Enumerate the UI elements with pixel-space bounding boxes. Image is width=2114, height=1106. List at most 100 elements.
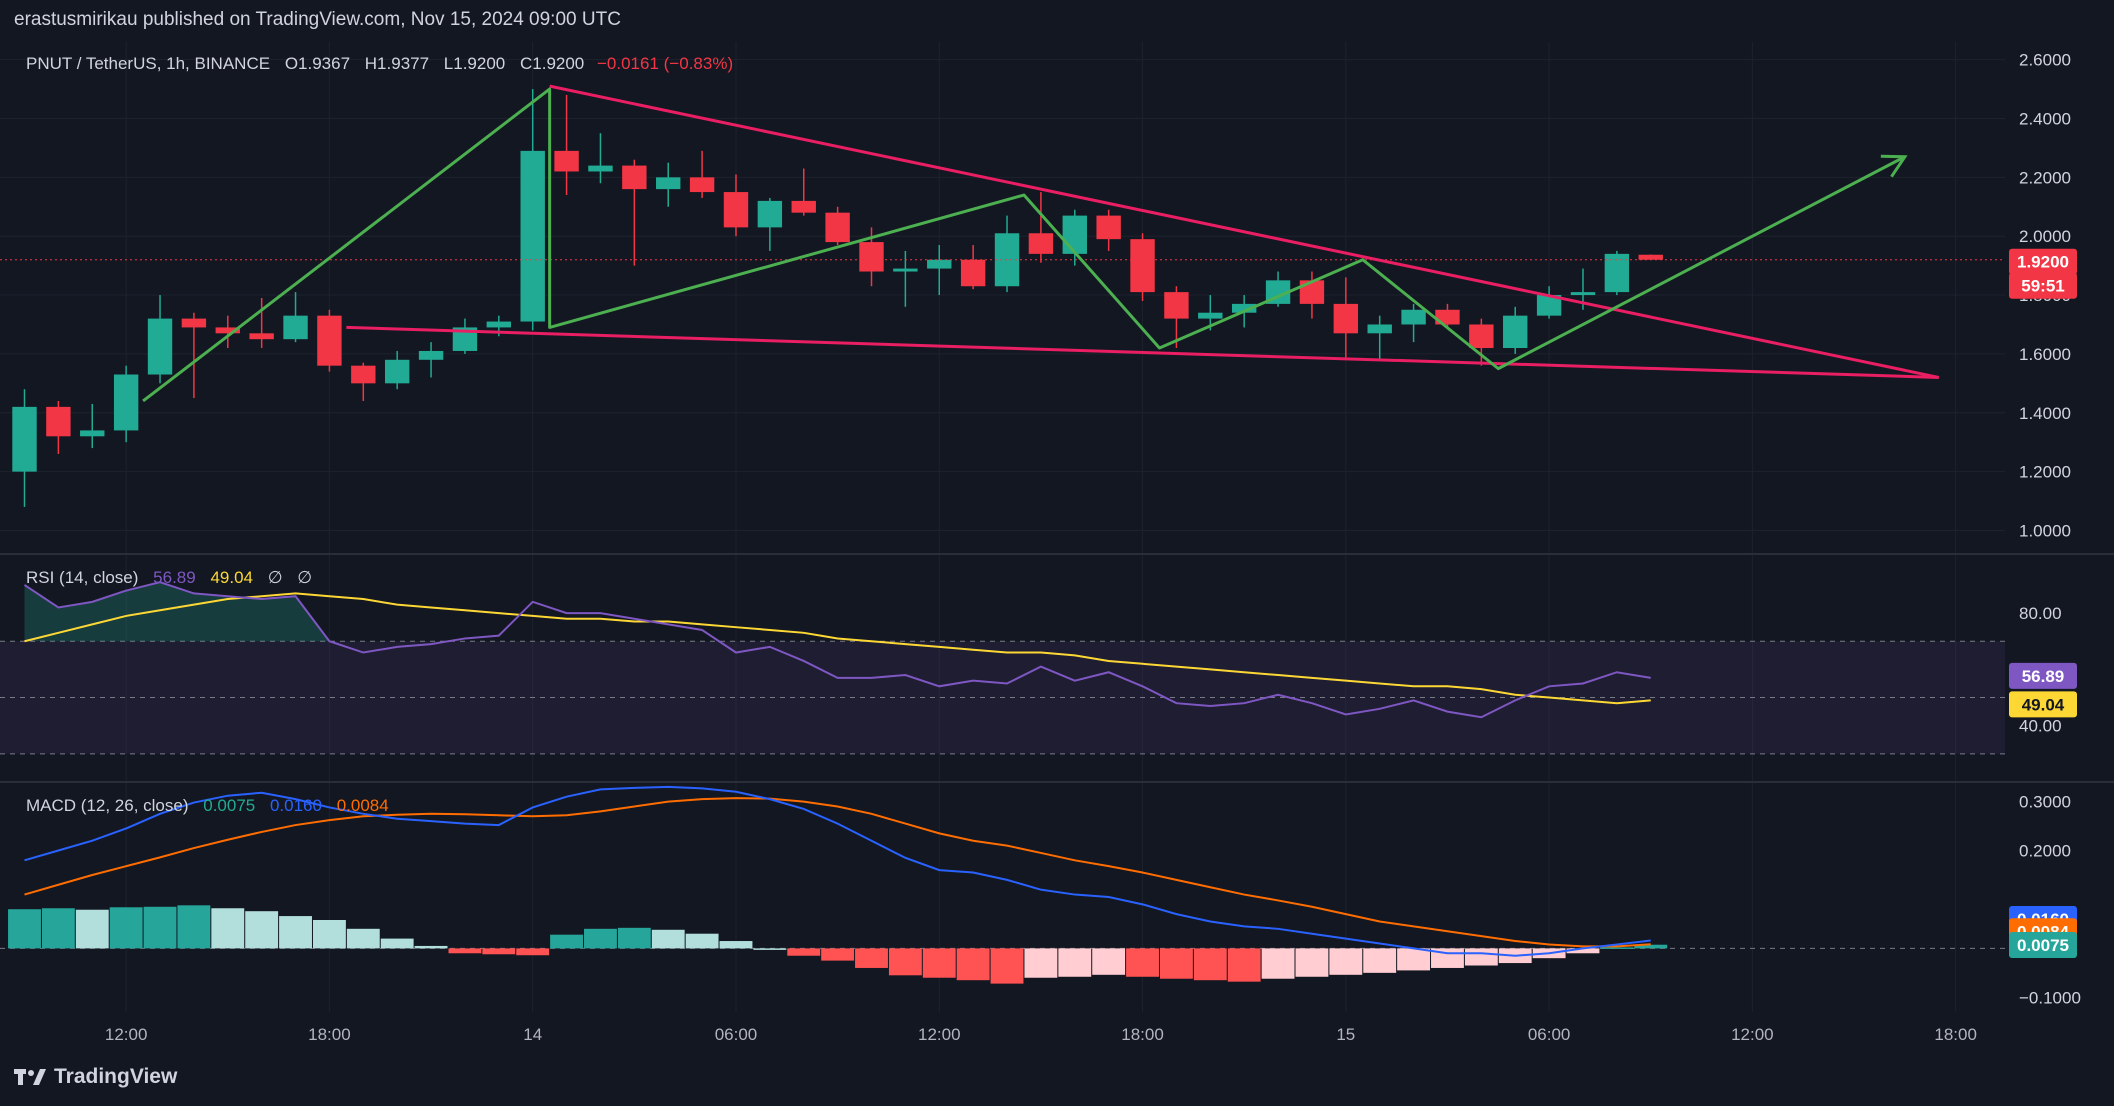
macd-histogram-bar[interactable] bbox=[143, 906, 177, 949]
price-pane[interactable] bbox=[0, 89, 2005, 507]
time-axis[interactable]: 12:00 18:00 14 06:00 12:00 18:00 15 06:00 12:00 1… bbox=[0, 1012, 2114, 1055]
macd-histogram-bar[interactable] bbox=[1329, 948, 1363, 975]
macd-histogram-bar[interactable] bbox=[1126, 948, 1159, 977]
macd-histogram-bar[interactable] bbox=[211, 908, 245, 949]
macd-axis[interactable]: 0.3000 0.2000 −0.1000 bbox=[2019, 793, 2081, 1008]
candle[interactable] bbox=[283, 292, 308, 343]
candle[interactable] bbox=[520, 89, 545, 331]
candle[interactable] bbox=[418, 342, 444, 378]
macd-histogram-bar[interactable] bbox=[8, 909, 41, 949]
macd-histogram-bar[interactable] bbox=[1566, 948, 1600, 954]
macd-histogram-bar[interactable] bbox=[888, 948, 922, 976]
candle[interactable] bbox=[1130, 233, 1155, 301]
candle[interactable] bbox=[1604, 250, 1630, 296]
macd-histogram-bar[interactable] bbox=[1058, 948, 1092, 977]
rsi-pane[interactable] bbox=[23, 581, 1651, 719]
candle[interactable] bbox=[1638, 254, 1663, 260]
candle[interactable] bbox=[249, 298, 274, 349]
macd-histogram-bar[interactable] bbox=[312, 920, 346, 949]
macd-histogram-bar[interactable] bbox=[1159, 948, 1193, 979]
candle[interactable] bbox=[1367, 315, 1392, 360]
candle[interactable] bbox=[1401, 303, 1426, 343]
candle[interactable] bbox=[825, 206, 850, 246]
tradingview-brand[interactable]: TradingView bbox=[14, 1065, 177, 1089]
candle[interactable] bbox=[791, 168, 816, 216]
macd-histogram-bar[interactable] bbox=[753, 948, 787, 950]
chart-area[interactable]: 2.60002.40002.20002.00001.80001.60001.40… bbox=[0, 42, 2114, 1055]
macd-histogram-bar[interactable] bbox=[855, 948, 888, 968]
macd-histogram-bar[interactable] bbox=[109, 907, 143, 949]
macd-histogram-bar[interactable] bbox=[75, 909, 109, 949]
macd-histogram-bar[interactable] bbox=[1464, 948, 1498, 966]
macd-histogram-bar[interactable] bbox=[787, 948, 821, 956]
macd-histogram-bar[interactable] bbox=[516, 948, 550, 956]
macd-histogram-bar[interactable] bbox=[1227, 948, 1261, 982]
macd-histogram-bar[interactable] bbox=[279, 916, 312, 949]
macd-histogram-bar[interactable] bbox=[1295, 948, 1329, 977]
candle[interactable] bbox=[384, 350, 410, 390]
candle[interactable] bbox=[588, 133, 613, 184]
macd-histogram-bar[interactable] bbox=[617, 927, 651, 949]
candle[interactable] bbox=[1164, 286, 1189, 349]
macd-histogram-bar[interactable] bbox=[245, 911, 279, 949]
candle[interactable] bbox=[723, 174, 749, 237]
pattern-zigzag-line[interactable] bbox=[142, 87, 1906, 403]
candle[interactable] bbox=[147, 295, 173, 384]
signal-line[interactable] bbox=[24, 797, 1651, 948]
macd-histogram-bar[interactable] bbox=[482, 948, 516, 955]
candle[interactable] bbox=[181, 312, 207, 399]
rsi-line[interactable] bbox=[23, 581, 1651, 719]
lower-trendline[interactable] bbox=[346, 325, 1939, 379]
macd-histogram-bar[interactable] bbox=[1634, 944, 1668, 949]
macd-histogram-bar[interactable] bbox=[1092, 948, 1126, 975]
candle[interactable] bbox=[1333, 277, 1359, 360]
candle[interactable] bbox=[927, 245, 952, 296]
macd-histogram-bar[interactable] bbox=[1363, 948, 1397, 973]
macd-histogram-bar[interactable] bbox=[922, 948, 956, 978]
candle[interactable] bbox=[757, 197, 783, 251]
candle[interactable] bbox=[1062, 209, 1087, 266]
upper-trendline[interactable] bbox=[549, 84, 1940, 379]
macd-histogram-bar[interactable] bbox=[414, 945, 448, 949]
candle[interactable] bbox=[1096, 209, 1121, 251]
candle[interactable] bbox=[452, 318, 478, 354]
macd-histogram-bar[interactable] bbox=[651, 929, 685, 949]
macd-histogram-bar[interactable] bbox=[685, 933, 719, 949]
macd-histogram-bar[interactable] bbox=[550, 934, 584, 949]
candle[interactable] bbox=[960, 245, 986, 290]
candle[interactable] bbox=[1469, 318, 1494, 366]
price-legend[interactable]: PNUT / TetherUS, 1h, BINANCE O1.9367 H1.… bbox=[26, 54, 733, 73]
macd-histogram-bar[interactable] bbox=[448, 948, 482, 954]
macd-legend[interactable]: MACD (12, 26, close) 0.0075 0.0160 0.008… bbox=[26, 796, 389, 815]
macd-histogram-bar[interactable] bbox=[1600, 947, 1634, 949]
candle[interactable] bbox=[656, 162, 681, 207]
candle[interactable] bbox=[1503, 306, 1528, 354]
drawings-layer[interactable] bbox=[142, 84, 1940, 403]
macd-label[interactable]: MACD (12, 26, close) bbox=[26, 796, 189, 815]
macd-histogram-bar[interactable] bbox=[584, 928, 617, 949]
macd-histogram-bar[interactable] bbox=[346, 928, 380, 949]
macd-histogram-bar[interactable] bbox=[41, 908, 75, 949]
candle[interactable] bbox=[1435, 303, 1460, 328]
macd-line[interactable] bbox=[24, 785, 1651, 957]
candle[interactable] bbox=[12, 389, 37, 507]
candle[interactable] bbox=[1536, 286, 1562, 319]
macd-histogram-bar[interactable] bbox=[1193, 948, 1227, 981]
candle[interactable] bbox=[80, 403, 105, 449]
candle[interactable] bbox=[689, 150, 715, 198]
rsi-label[interactable]: RSI (14, close) bbox=[26, 568, 138, 587]
rsi-ma-line[interactable] bbox=[24, 592, 1651, 705]
candle[interactable] bbox=[215, 315, 240, 349]
macd-pane[interactable] bbox=[0, 785, 2005, 984]
candle[interactable] bbox=[317, 309, 342, 372]
symbol-label[interactable]: PNUT / TetherUS, 1h, BINANCE bbox=[26, 54, 270, 73]
macd-histogram-bar[interactable] bbox=[956, 948, 990, 981]
candle[interactable] bbox=[622, 159, 647, 266]
macd-histogram-bar[interactable] bbox=[719, 941, 753, 949]
macd-histogram-bar[interactable] bbox=[1024, 948, 1058, 978]
candle[interactable] bbox=[351, 362, 376, 401]
macd-histogram-bar[interactable] bbox=[380, 938, 414, 949]
macd-histogram-bar[interactable] bbox=[821, 948, 855, 961]
candle[interactable] bbox=[1299, 271, 1325, 319]
rsi-legend[interactable]: RSI (14, close) 56.89 49.04 ∅ ∅ bbox=[26, 568, 312, 587]
